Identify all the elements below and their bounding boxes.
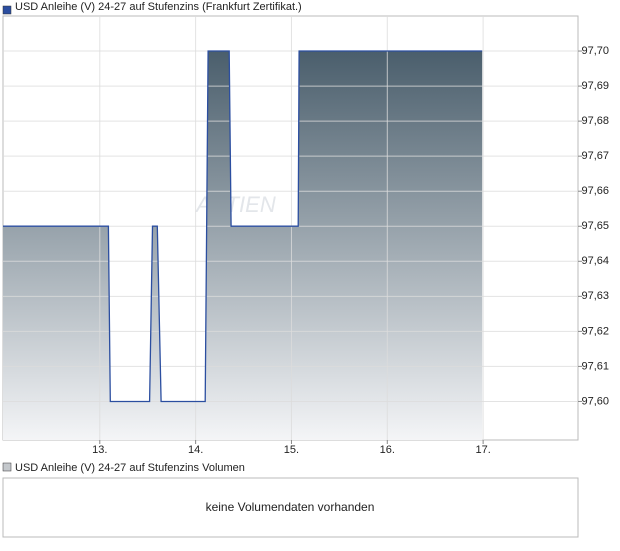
x-tick-label: 17. xyxy=(475,444,490,456)
x-tick-label: 14. xyxy=(188,444,203,456)
area xyxy=(3,51,483,440)
legend-label: USD Anleihe (V) 24-27 auf Stufenzins Vol… xyxy=(15,462,245,474)
y-tick-label: 97,65 xyxy=(581,220,609,232)
y-tick-label: 97,64 xyxy=(581,255,609,267)
y-tick-label: 97,66 xyxy=(581,185,609,197)
legend-label: USD Anleihe (V) 24-27 auf Stufenzins (Fr… xyxy=(15,1,302,13)
y-tick-label: 97,61 xyxy=(581,360,609,372)
y-tick-label: 97,68 xyxy=(581,115,609,127)
y-tick-label: 97,62 xyxy=(581,325,609,337)
x-tick-label: 15. xyxy=(284,444,299,456)
empty-message: keine Volumendaten vorhanden xyxy=(206,500,375,514)
volume-frame xyxy=(2,477,579,538)
y-tick-label: 97,60 xyxy=(581,395,609,407)
legend-swatch xyxy=(2,5,12,15)
y-tick-label: 97,69 xyxy=(581,80,609,92)
x-tick-label: 16. xyxy=(380,444,395,456)
y-tick-label: 97,70 xyxy=(581,45,609,57)
y-tick-label: 97,63 xyxy=(581,290,609,302)
x-tick-label: 13. xyxy=(92,444,107,456)
line xyxy=(3,50,483,403)
legend-swatch xyxy=(2,462,12,472)
y-tick-label: 97,67 xyxy=(581,150,609,162)
